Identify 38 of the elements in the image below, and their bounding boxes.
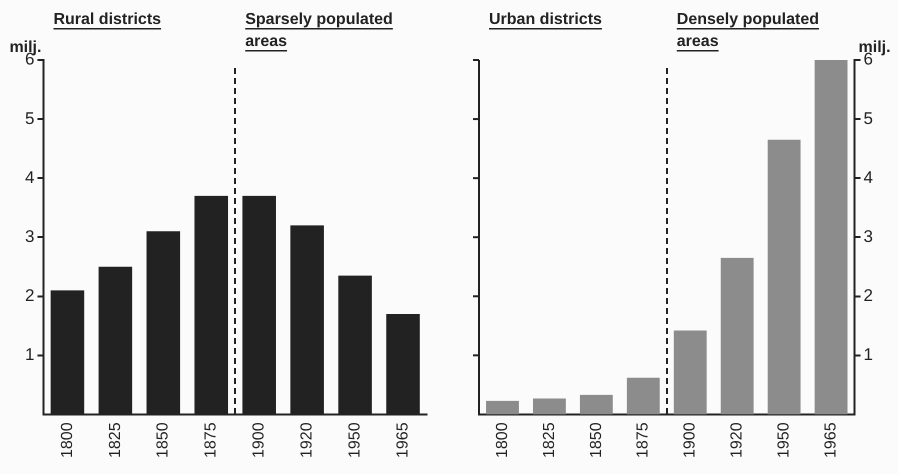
x-tick-label: 1800	[494, 422, 511, 458]
x-tick-label: 1950	[346, 422, 364, 458]
y-tick-label: 3	[24, 226, 34, 246]
x-tick-label: 1850	[588, 422, 605, 458]
x-tick-label: 1825	[106, 422, 124, 458]
x-tick-label: 1825	[540, 422, 558, 458]
y-tick-label: 2	[24, 286, 34, 305]
bar	[486, 400, 519, 414]
x-tick-label: 1920	[298, 422, 316, 458]
x-tick-label: 1875	[634, 422, 652, 458]
text: Rural districts	[53, 11, 162, 28]
y2-tick-label: 2	[864, 286, 874, 305]
bar	[814, 60, 848, 414]
bar	[768, 140, 801, 414]
x-tick-label: 1965	[394, 422, 412, 458]
y2-tick-label: 1	[864, 345, 874, 364]
y-tick-label: 4	[24, 168, 34, 187]
bar	[674, 330, 707, 414]
y2-tick-label: 5	[864, 108, 874, 128]
text: Urban districts	[489, 11, 602, 28]
x-tick-label: 1900	[250, 422, 268, 458]
bar	[532, 398, 566, 414]
x-tick-label: 1800	[58, 422, 76, 458]
y2-tick-label: 4	[864, 168, 874, 187]
bar	[626, 378, 660, 414]
x-tick-label: 1900	[682, 422, 699, 458]
x-tick-label: 1950	[776, 422, 793, 458]
bar	[720, 258, 754, 414]
x-tick-label: 1965	[822, 422, 840, 458]
x-tick-label: 1920	[728, 422, 746, 458]
x-tick-label: 1850	[154, 422, 172, 458]
x-tick-label: 1875	[202, 422, 220, 458]
bar	[580, 394, 613, 414]
y-tick-label: 5	[24, 108, 34, 128]
y-tick-label: 1	[24, 345, 34, 364]
text: Densely populated areas	[676, 11, 820, 50]
y2-tick-label: 3	[864, 226, 874, 246]
text: Sparsely populated areas	[245, 11, 393, 50]
